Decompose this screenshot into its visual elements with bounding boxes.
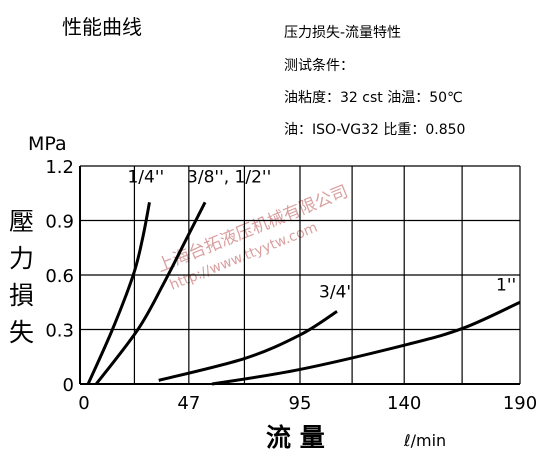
x-tick-label: 47 [177,393,200,414]
x-tick-label: 95 [289,393,312,414]
note: 油粘度：32 cst 油温：50℃ [284,90,463,106]
legend-label: 3/4' [319,282,351,302]
y-tick-label: 0.6 [45,266,74,287]
curve [158,310,338,382]
chart-title: 性能曲线 [62,15,142,39]
x-axis-label: 流 量 [266,423,325,452]
legend-label: 1'' [496,275,516,295]
legend-label: 3/8'', 1/2'' [187,167,271,187]
x-tick-label: 0 [78,393,89,414]
curve [86,202,151,385]
y-tick-label: 0.3 [45,321,74,342]
y-axis-label: 壓力損失 [6,208,35,356]
x-tick-label: 190 [503,393,537,414]
note: 压力损失-流量特性 [284,25,401,41]
y-tick-label: 0 [63,375,74,396]
watermark: 上海台拓液压机械有限公司 [154,182,351,277]
y-tick-label: 0.9 [45,212,74,233]
legend-label: 1/4'' [127,167,164,187]
note: 测试条件： [284,57,354,74]
x-tick-label: 140 [387,393,421,414]
curve [95,201,207,385]
curve [211,300,521,386]
note: 油：ISO-VG32 比重：0.850 [284,122,465,138]
x-unit: ℓ/min [403,431,446,450]
y-tick-label: 1.2 [45,157,74,178]
y-unit: MPa [28,133,67,155]
